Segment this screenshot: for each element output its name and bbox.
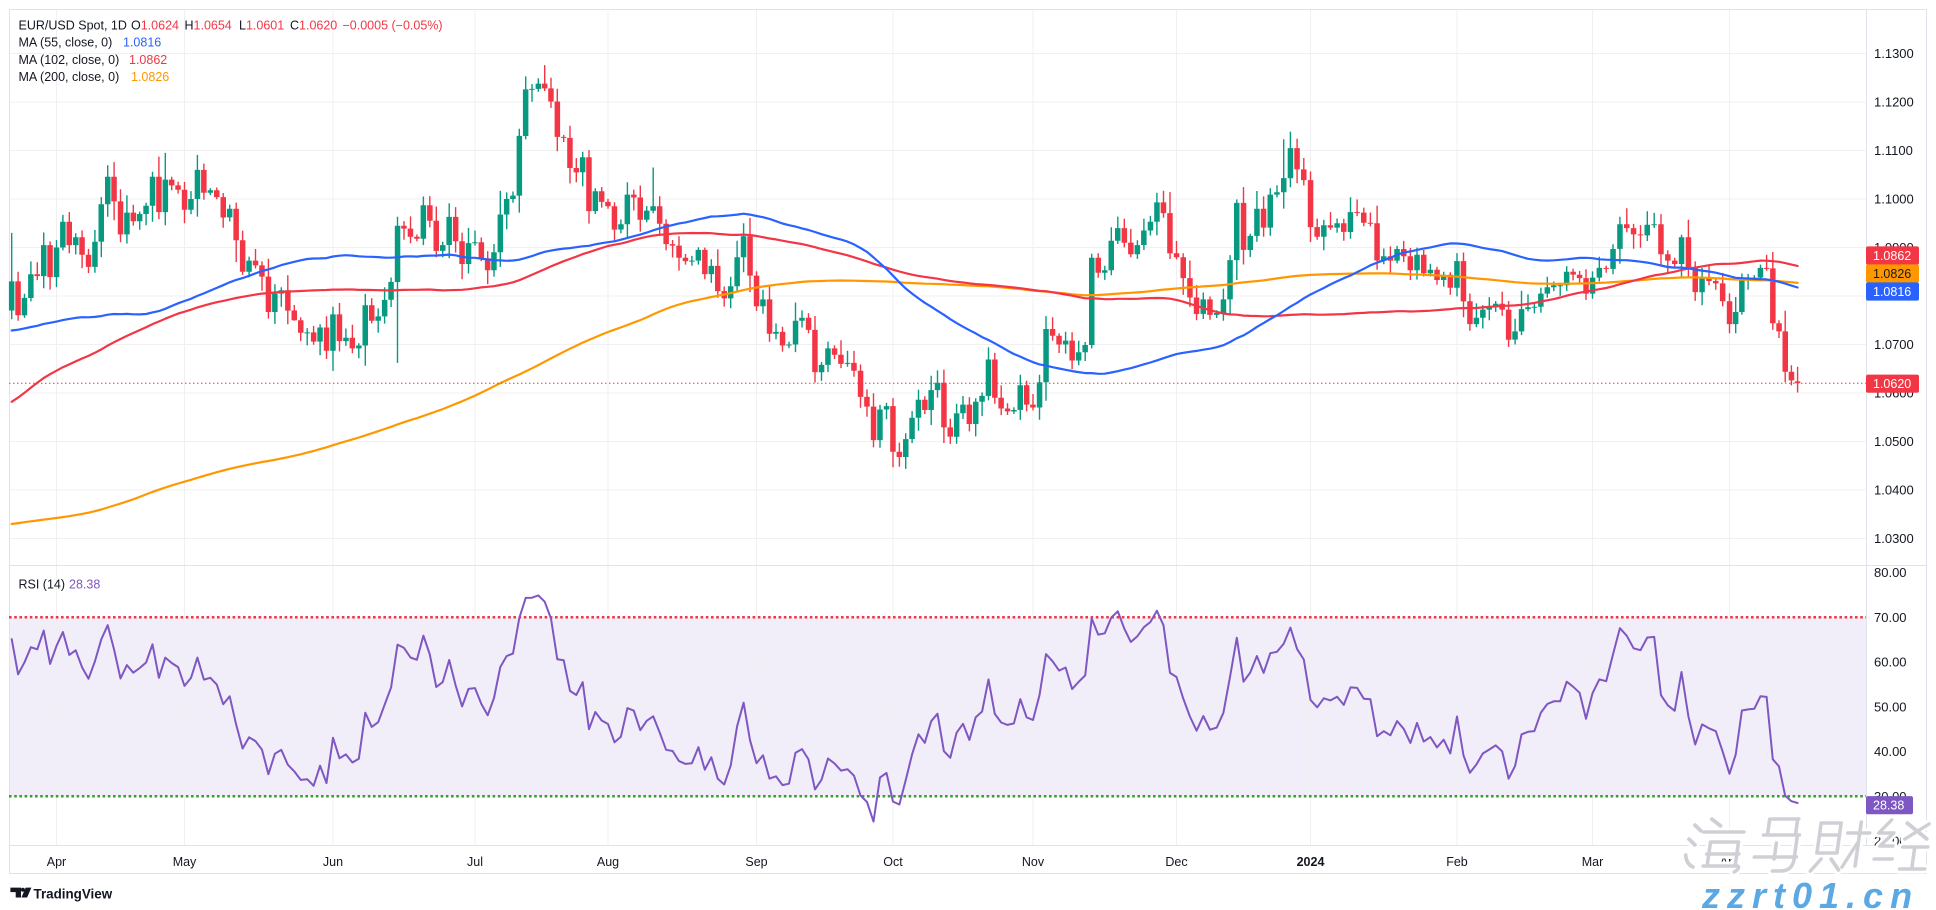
svg-text:70.00: 70.00 [1874, 610, 1907, 625]
svg-text:Jun: Jun [323, 855, 343, 869]
svg-text:MA (102, close, 0)1.0862: MA (102, close, 0) 1.0862 [19, 53, 168, 67]
svg-text:Sep: Sep [745, 855, 767, 869]
svg-text:Nov: Nov [1022, 855, 1045, 869]
svg-text:1.1000: 1.1000 [1874, 192, 1914, 207]
svg-text:1.0300: 1.0300 [1874, 531, 1914, 546]
svg-text:MA (200, close, 0)1.0826: MA (200, close, 0) 1.0826 [19, 70, 170, 84]
svg-text:1.0862: 1.0862 [1873, 249, 1911, 263]
svg-text:1.0700: 1.0700 [1874, 337, 1914, 352]
svg-text:Feb: Feb [1446, 855, 1468, 869]
svg-text:Jul: Jul [467, 855, 483, 869]
svg-text:1.1200: 1.1200 [1874, 95, 1914, 110]
svg-text:1.1300: 1.1300 [1874, 46, 1914, 61]
svg-text:Oct: Oct [883, 855, 903, 869]
svg-text:1.0400: 1.0400 [1874, 483, 1914, 498]
svg-text:Mar: Mar [1582, 855, 1604, 869]
svg-text:MA (55, close, 0)1.0816: MA (55, close, 0) 1.0816 [19, 36, 162, 50]
svg-text:RSI (14)28.38: RSI (14) 28.38 [19, 578, 101, 592]
svg-text:1.0620: 1.0620 [1873, 377, 1911, 391]
svg-text:Apr: Apr [47, 855, 66, 869]
svg-text:2024: 2024 [1297, 855, 1325, 869]
svg-text:Aug: Aug [597, 855, 619, 869]
svg-text:1.0816: 1.0816 [1873, 285, 1911, 299]
svg-text:May: May [173, 855, 197, 869]
svg-text:50.00: 50.00 [1874, 699, 1907, 714]
svg-text:28.38: 28.38 [1873, 799, 1904, 813]
svg-text:60.00: 60.00 [1874, 655, 1907, 670]
svg-text:1.1100: 1.1100 [1874, 143, 1913, 158]
svg-text:1.0500: 1.0500 [1874, 434, 1914, 449]
svg-text:80.00: 80.00 [1874, 565, 1907, 580]
svg-text:TradingView: TradingView [34, 887, 113, 902]
svg-text:zzrt01.cn: zzrt01.cn [1701, 875, 1919, 910]
svg-text:40.00: 40.00 [1874, 744, 1907, 759]
svg-text:Dec: Dec [1165, 855, 1187, 869]
svg-text:1.0826: 1.0826 [1873, 267, 1911, 281]
